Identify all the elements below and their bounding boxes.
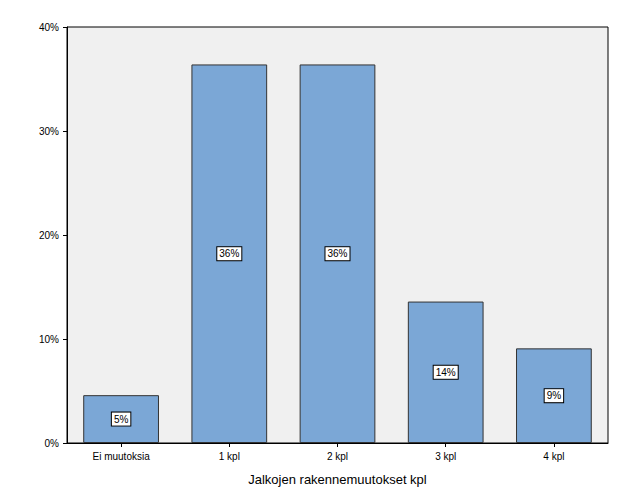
svg-text:1 kpl: 1 kpl [219,451,240,462]
svg-text:10%: 10% [39,334,59,345]
svg-text:30%: 30% [39,126,59,137]
svg-text:4 kpl: 4 kpl [543,451,564,462]
svg-text:3 kpl: 3 kpl [435,451,456,462]
svg-text:40%: 40% [39,22,59,33]
svg-text:14%: 14% [436,367,456,378]
svg-text:9%: 9% [547,390,562,401]
svg-text:Jalkojen rakennemuutokset kpl: Jalkojen rakennemuutokset kpl [248,472,427,487]
svg-text:36%: 36% [327,248,347,259]
svg-text:2 kpl: 2 kpl [327,451,348,462]
svg-text:5%: 5% [114,414,129,425]
svg-text:36%: 36% [219,248,239,259]
svg-text:0%: 0% [45,438,60,449]
svg-text:Ei muutoksia: Ei muutoksia [92,451,150,462]
svg-text:20%: 20% [39,230,59,241]
